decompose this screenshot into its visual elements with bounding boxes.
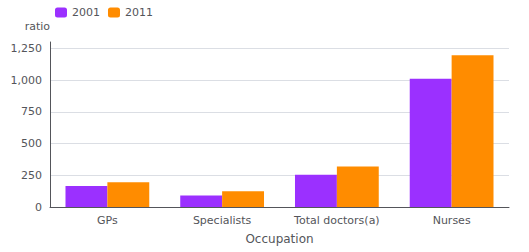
svg-text:1,000: 1,000: [11, 74, 43, 87]
svg-text:GPs: GPs: [97, 214, 118, 227]
svg-text:Occupation: Occupation: [245, 232, 313, 246]
svg-text:250: 250: [21, 169, 42, 182]
svg-text:Total doctors(a): Total doctors(a): [293, 214, 380, 227]
svg-text:2001: 2001: [72, 6, 100, 19]
svg-text:1,250: 1,250: [11, 42, 43, 55]
svg-text:Nurses: Nurses: [433, 214, 471, 227]
svg-text:750: 750: [21, 105, 42, 118]
svg-text:500: 500: [21, 137, 42, 150]
svg-text:Specialists: Specialists: [193, 214, 252, 227]
svg-text:ratio: ratio: [25, 20, 51, 33]
svg-text:0: 0: [35, 201, 42, 214]
svg-text:2011: 2011: [125, 6, 153, 19]
